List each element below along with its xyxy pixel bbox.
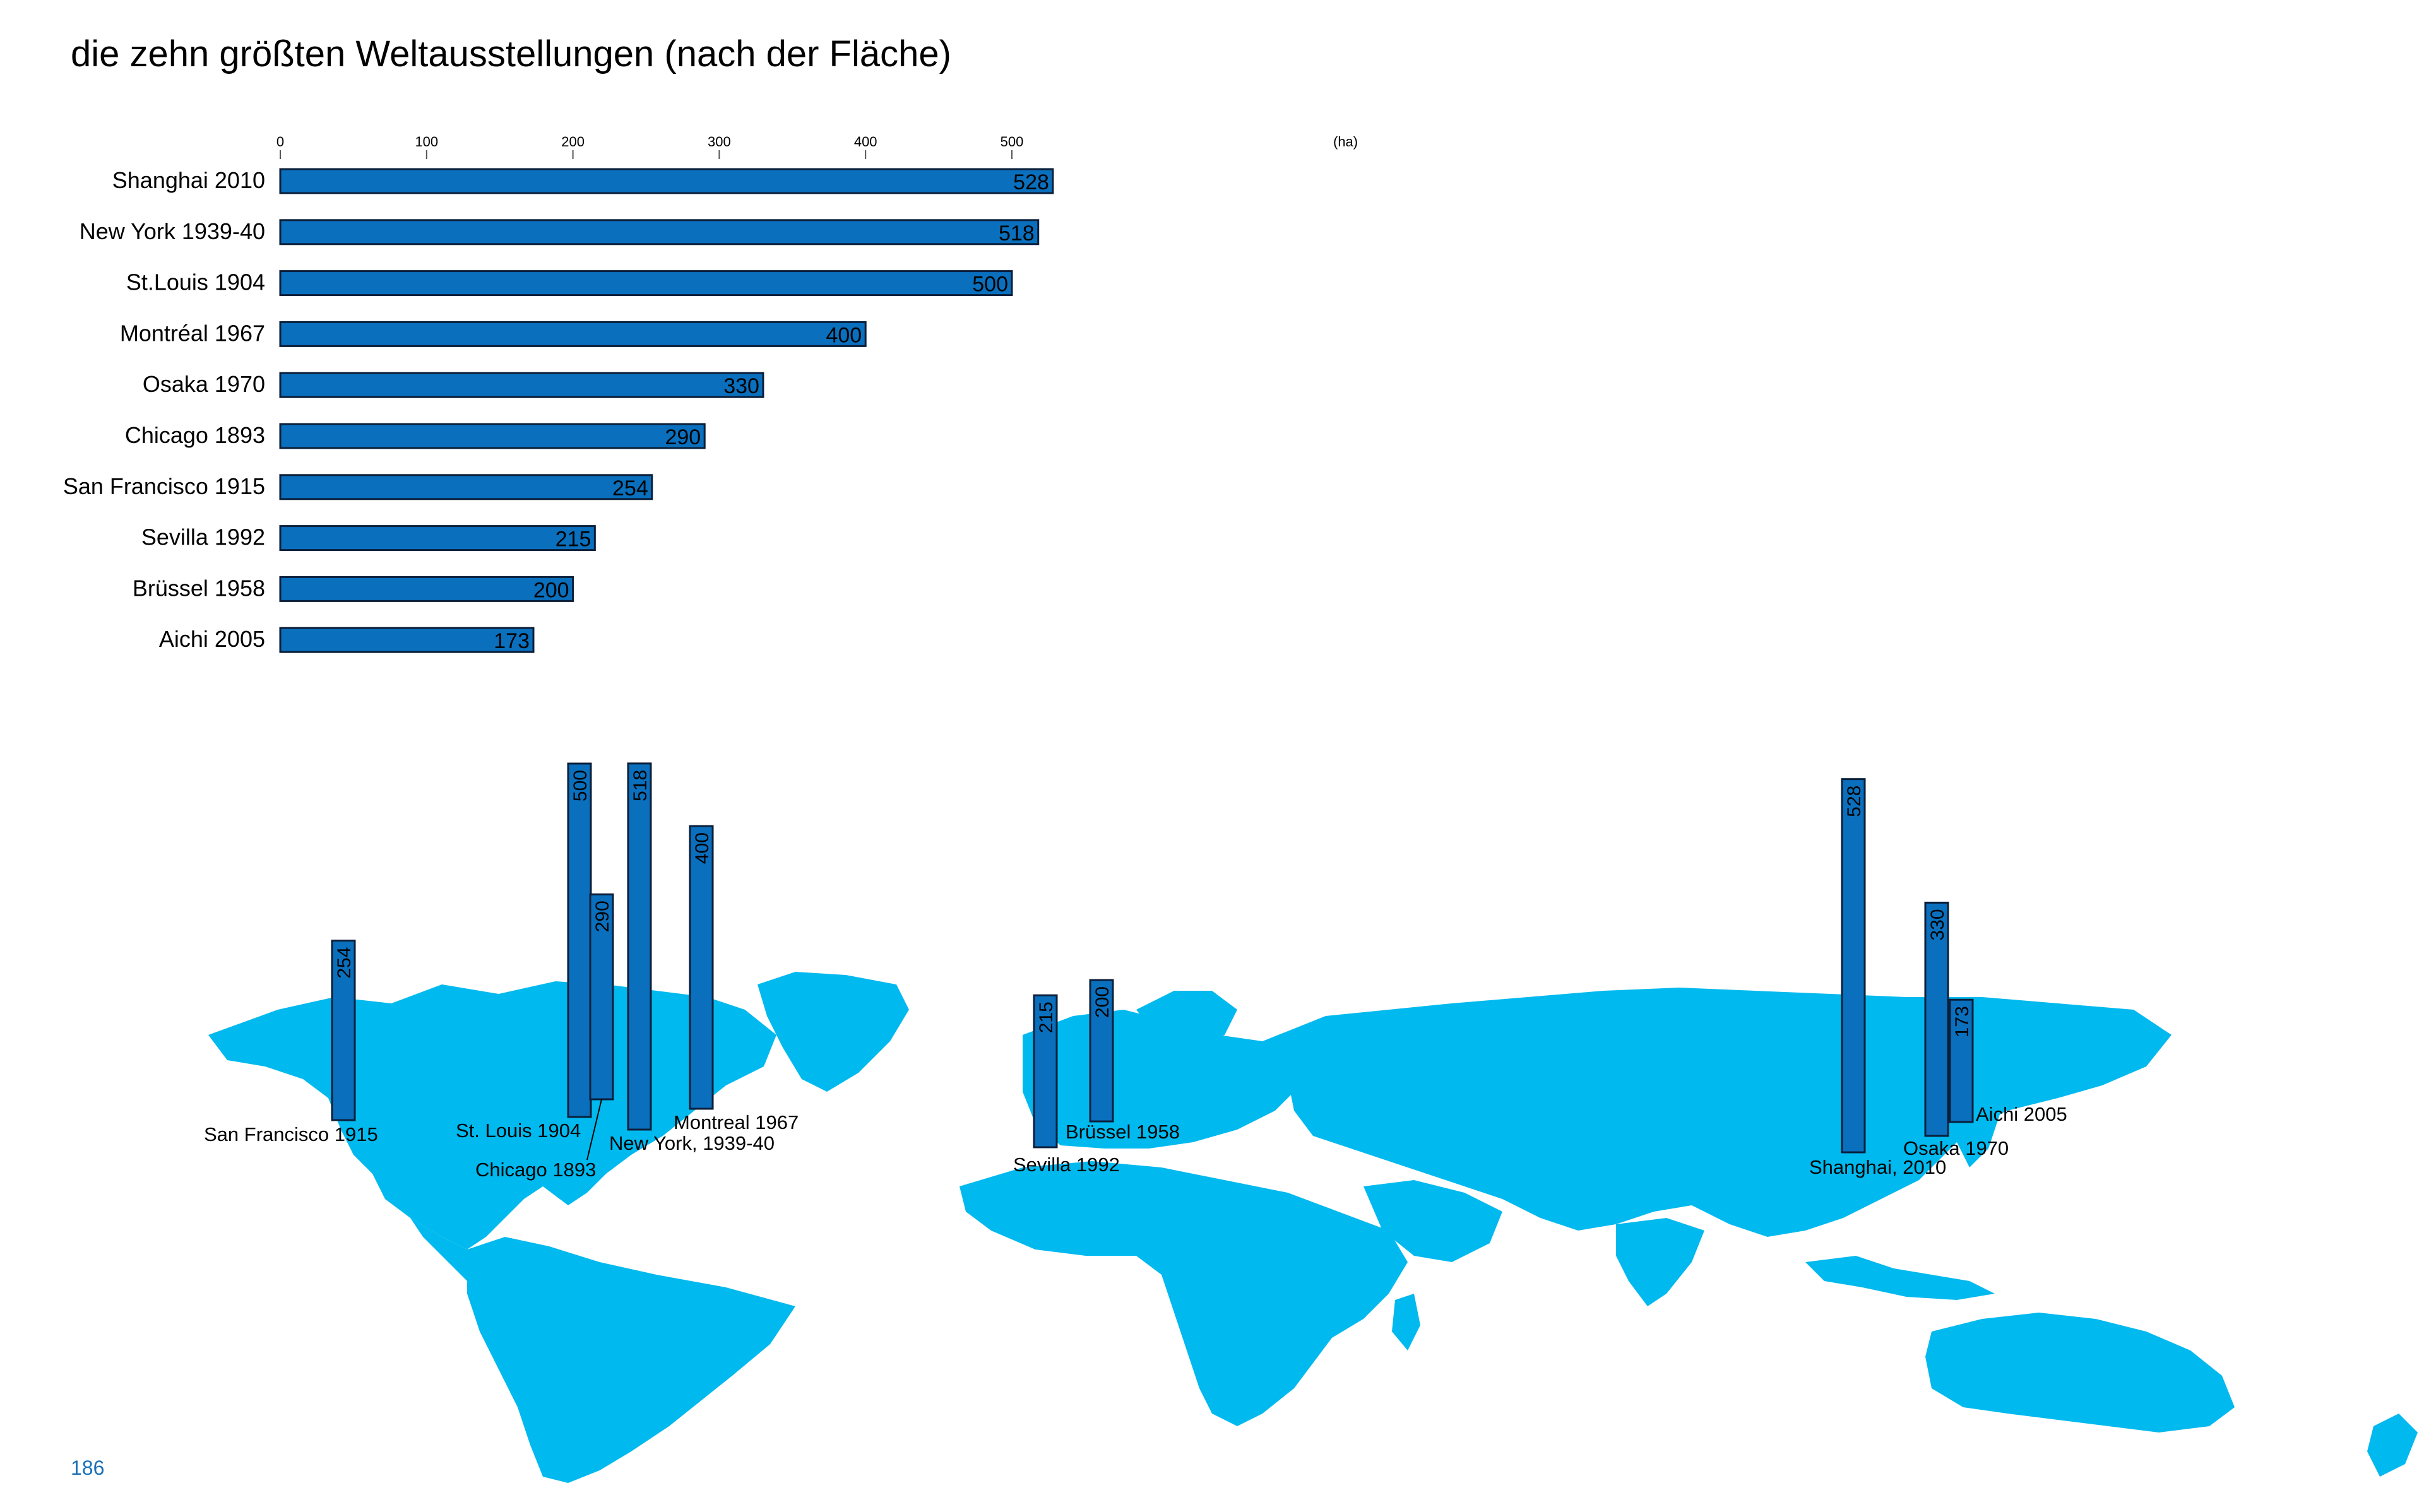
- bar-category-label: San Francisco 1915: [63, 473, 265, 499]
- map-bar: [331, 940, 356, 1121]
- x-tick-label: 200: [561, 134, 585, 150]
- bar-value-label: 290: [665, 425, 701, 449]
- bar-value-label: 400: [826, 323, 862, 347]
- map-africa: [960, 1161, 1408, 1426]
- map-city-label: Montreal 1967: [674, 1111, 799, 1133]
- bar: [279, 219, 1040, 245]
- chicago-leader-line: [586, 1099, 602, 1161]
- bar-category-label: Montréal 1967: [120, 320, 265, 346]
- map-city-label: Osaka 1970: [1903, 1137, 2009, 1159]
- page-number: 186: [71, 1456, 105, 1479]
- bars: 528 518 500 400 330 290 254 215 200 173: [279, 168, 1054, 653]
- bar-chart: 0 100 200 300 400 500 (ha) Shanghai 2010 New Yo…: [63, 134, 1358, 653]
- bar-category-label: St.Louis 1904: [126, 269, 265, 295]
- bar-category-label: New York 1939-40: [80, 218, 265, 244]
- map-city-label: New York, 1939-40: [609, 1132, 775, 1154]
- map-city-label: San Francisco 1915: [204, 1123, 378, 1145]
- x-axis: 0 100 200 300 400 500 (ha): [276, 134, 1358, 159]
- bar-value-label: 215: [556, 528, 591, 552]
- bar-category-label: Aichi 2005: [159, 626, 265, 652]
- map-city-label: Shanghai, 2010: [1809, 1156, 1946, 1178]
- bar-value-label: 500: [972, 273, 1008, 297]
- map-bar: [627, 762, 652, 1131]
- bar-category-label: Osaka 1970: [143, 371, 265, 397]
- map-new-zealand: [2367, 1414, 2418, 1477]
- map-bar-value-label: 518: [630, 770, 651, 801]
- map-city-label: Sevilla 1992: [1013, 1154, 1120, 1176]
- map-bar-value-label: 528: [1844, 786, 1865, 817]
- bar: [279, 168, 1054, 194]
- x-tick-label: 0: [276, 134, 284, 150]
- bar-category-label: Brüssel 1958: [133, 575, 265, 601]
- bar: [279, 525, 596, 552]
- map-south-america: [467, 1237, 795, 1483]
- bar-category-label: Shanghai 2010: [112, 167, 265, 193]
- map-indonesia: [1805, 1256, 1995, 1300]
- map-bar: [1089, 979, 1114, 1123]
- bar: [279, 321, 867, 347]
- map-bar-value-label: 330: [1927, 909, 1948, 940]
- bar-value-label: 528: [1013, 170, 1049, 194]
- map-bar: [1924, 901, 1949, 1137]
- x-tick-label: 100: [415, 134, 438, 150]
- bar-value-label: 200: [533, 578, 569, 602]
- map-city-label: Brüssel 1958: [1066, 1121, 1180, 1143]
- page-title: die zehn größten Weltausstellungen (nach…: [71, 33, 951, 74]
- map-madagascar: [1392, 1294, 1420, 1350]
- bar: [279, 576, 574, 602]
- map-arabia: [1364, 1180, 1502, 1262]
- map-australia: [1925, 1313, 2235, 1432]
- map-city-labels: San Francisco 1915 St. Louis 1904 Chicago …: [204, 1099, 2067, 1181]
- map-bar: [589, 893, 614, 1101]
- bar-value-label: 518: [999, 221, 1035, 245]
- map-bar-value-label: 290: [592, 901, 613, 932]
- bar: [279, 372, 764, 398]
- bar-value-label: 254: [612, 476, 648, 500]
- bar: [279, 423, 706, 449]
- map-bars: 254 500 290 518 400 215 200 528 330 173: [331, 762, 1974, 1154]
- map-city-label: Aichi 2005: [1976, 1103, 2067, 1125]
- world-map: [208, 972, 2418, 1483]
- x-tick-label: 500: [1001, 134, 1024, 150]
- map-bar-value-label: 400: [692, 832, 713, 864]
- map-bar: [1033, 994, 1058, 1149]
- map-scandinavia: [1136, 991, 1237, 1048]
- x-tick-label: 400: [854, 134, 877, 150]
- bar-value-label: 173: [494, 629, 530, 653]
- bar-value-label: 330: [723, 374, 759, 398]
- category-labels: Shanghai 2010 New York 1939-40 St.Louis 19…: [63, 167, 265, 652]
- map-bar-value-label: 215: [1036, 1001, 1057, 1033]
- map-bar-value-label: 200: [1092, 986, 1113, 1018]
- map-bar-value-label: 254: [334, 947, 355, 979]
- map-bar: [689, 825, 714, 1110]
- x-unit-label: (ha): [1333, 134, 1358, 150]
- map-bar: [567, 762, 592, 1118]
- bar: [279, 474, 653, 500]
- map-bar: [1841, 778, 1866, 1154]
- x-tick-label: 300: [708, 134, 731, 150]
- map-bar-value-label: 500: [570, 770, 591, 801]
- bar-category-label: Sevilla 1992: [141, 524, 265, 550]
- bar-category-label: Chicago 1893: [125, 422, 265, 448]
- map-bar-value-label: 173: [1952, 1006, 1973, 1037]
- bar: [279, 627, 535, 653]
- map-city-label: St. Louis 1904: [456, 1119, 581, 1142]
- map-city-label: Chicago 1893: [475, 1159, 596, 1181]
- map-greenland: [758, 972, 909, 1092]
- map-bar: [1949, 998, 1974, 1123]
- map-india: [1616, 1218, 1704, 1306]
- bar: [279, 270, 1013, 297]
